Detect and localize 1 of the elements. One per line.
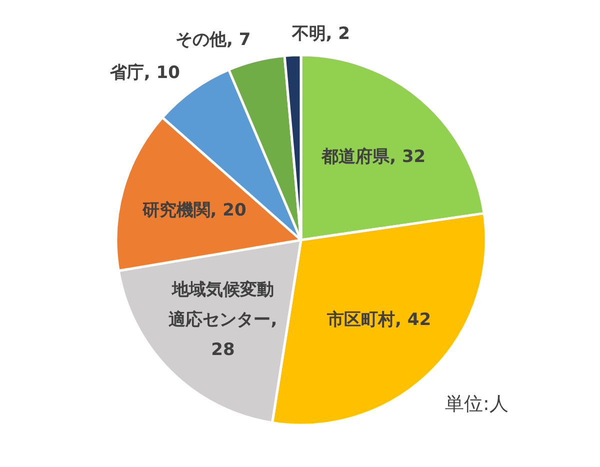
annotation: 単位:人 — [445, 393, 508, 415]
